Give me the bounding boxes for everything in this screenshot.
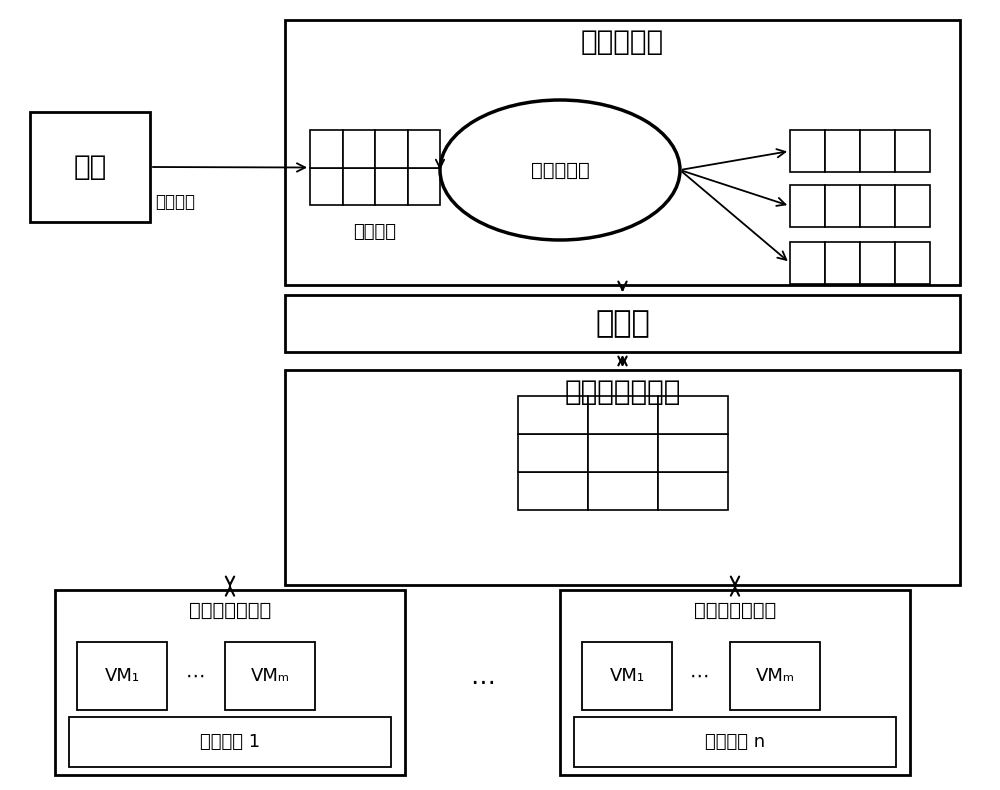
Bar — [860, 242, 895, 284]
Text: 任务管理器: 任务管理器 — [581, 28, 664, 56]
Bar — [30, 112, 150, 222]
Bar — [825, 185, 860, 227]
Bar — [895, 185, 930, 227]
Bar — [285, 370, 960, 585]
Bar — [55, 590, 405, 775]
Bar — [342, 167, 375, 205]
Bar — [895, 130, 930, 172]
Bar — [285, 295, 960, 352]
Text: VM₁: VM₁ — [104, 667, 140, 685]
Text: 调度器: 调度器 — [595, 309, 650, 338]
Text: ⋯: ⋯ — [185, 667, 205, 686]
Bar — [895, 242, 930, 284]
Text: 本地资源管理器: 本地资源管理器 — [189, 600, 271, 619]
Bar — [408, 130, 440, 167]
Bar — [285, 20, 960, 285]
Bar — [582, 642, 672, 710]
Bar — [342, 130, 375, 167]
Bar — [658, 472, 728, 510]
Bar — [825, 130, 860, 172]
Bar — [588, 396, 658, 434]
Bar — [375, 130, 408, 167]
Bar — [658, 396, 728, 434]
Bar — [860, 130, 895, 172]
Text: 到达队列: 到达队列 — [354, 223, 396, 241]
Text: 物理节点 n: 物理节点 n — [705, 733, 765, 751]
Bar — [588, 472, 658, 510]
Bar — [658, 434, 728, 472]
Ellipse shape — [440, 100, 680, 240]
Text: 提交任务: 提交任务 — [155, 193, 195, 211]
Bar — [375, 167, 408, 205]
Bar — [790, 242, 825, 284]
Bar — [77, 642, 167, 710]
Text: VMₘ: VMₘ — [755, 667, 795, 685]
Bar — [588, 434, 658, 472]
Bar — [790, 130, 825, 172]
Bar — [518, 396, 588, 434]
Text: ⋯: ⋯ — [470, 671, 495, 694]
Bar — [69, 717, 391, 767]
Text: 用户: 用户 — [73, 153, 107, 181]
Bar — [518, 472, 588, 510]
Text: VMₘ: VMₘ — [250, 667, 290, 685]
Bar — [518, 434, 588, 472]
Bar — [225, 642, 315, 710]
Bar — [860, 185, 895, 227]
Text: 全局资源管理器: 全局资源管理器 — [564, 378, 681, 406]
Text: ⋯: ⋯ — [690, 667, 710, 686]
Bar — [730, 642, 820, 710]
Bar — [310, 167, 342, 205]
Text: 本地资源管理器: 本地资源管理器 — [694, 600, 776, 619]
Bar — [408, 167, 440, 205]
Bar — [574, 717, 896, 767]
Text: 任务分类器: 任务分类器 — [531, 160, 589, 179]
Text: VM₁: VM₁ — [609, 667, 645, 685]
Text: 物理节点 1: 物理节点 1 — [200, 733, 260, 751]
Bar — [825, 242, 860, 284]
Bar — [310, 130, 342, 167]
Bar — [560, 590, 910, 775]
Bar — [790, 185, 825, 227]
